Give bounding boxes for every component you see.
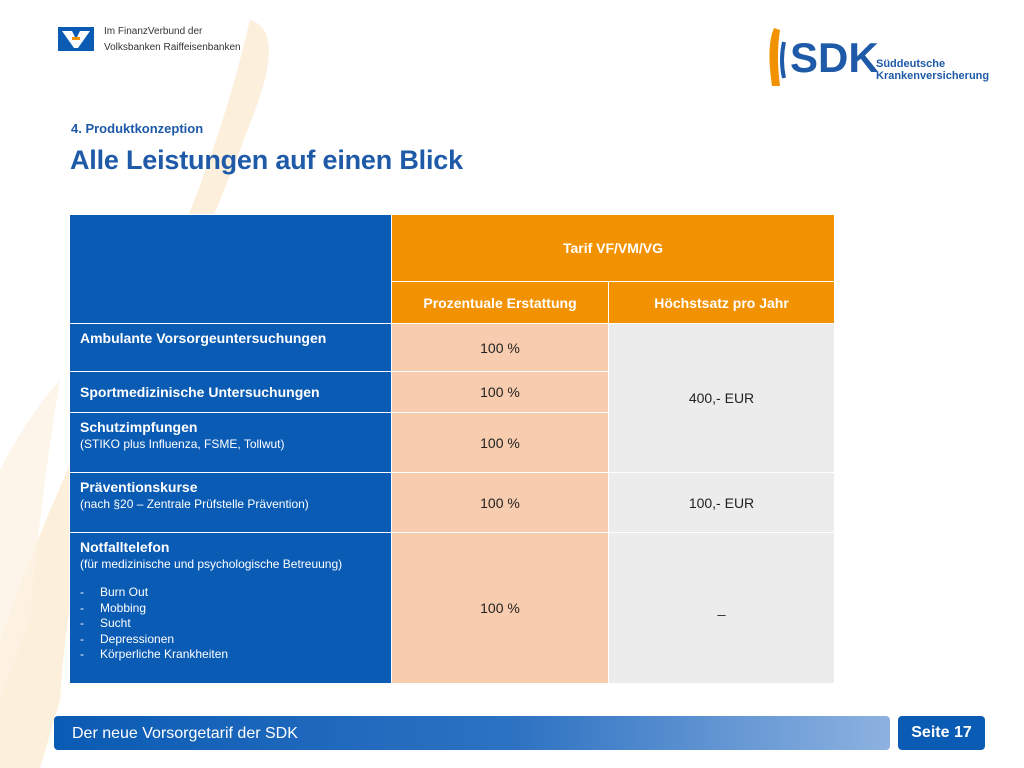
row-max-notfall: _ [608,532,835,684]
row-percent-praevention: 100 % [391,472,609,533]
row-max-praevention: 100,- EUR [608,472,835,533]
row-label-impfung: Schutzimpfungen (STIKO plus Influenza, F… [69,412,392,473]
section-label: 4. Produktkonzeption [71,121,204,136]
table-corner-cell [69,214,392,324]
row-label-text: Präventionskurse [80,479,198,495]
row-label-sport: Sportmedizinische Untersuchungen [69,371,392,413]
shared-max-cell: 400,- EUR [608,323,835,473]
volksbank-logo-icon [58,27,94,51]
row-percent-notfall: 100 % [391,532,609,684]
row-percent-impfung: 100 % [391,412,609,473]
vb-tagline-line1: Im FinanzVerbund der [104,26,203,37]
list-item: Körperliche Krankheiten [80,647,381,663]
table-row: Ambulante Vorsorgeuntersuchungen 100 % 4… [69,323,835,473]
vb-tagline: Im FinanzVerbund der Volksbanken Raiffei… [104,24,241,56]
list-item: Mobbing [80,601,381,617]
sdk-subtitle: Süddeutsche Krankenversicherung [876,58,989,82]
footer-text: Der neue Vorsorgetarif der SDK [72,725,298,742]
sdk-logo-icon: SDK [769,28,879,86]
list-item: Depressionen [80,632,381,648]
row-label-text: Sportmedizinische Untersuchungen [80,384,320,400]
row-label-notfall: Notfalltelefon (für medizinische und psy… [69,532,392,684]
list-item: Sucht [80,616,381,632]
table-row: Präventionskurse (nach §20 – Zentrale Pr… [69,472,835,533]
col-header-max: Höchstsatz pro Jahr [608,281,835,324]
benefits-table: Tarif VF/VM/VG Prozentuale Erstattung Hö… [69,214,835,684]
footer-bar [54,716,890,750]
sdk-logo-text: SDK [790,34,879,81]
table-row: Sportmedizinische Untersuchungen 100 % [69,371,835,413]
row-percent-ambulant: 100 % [391,323,609,372]
row-label-ambulant: Ambulante Vorsorgeuntersuchungen [69,323,392,372]
vb-tagline-line2: Volksbanken Raiffeisenbanken [104,42,241,53]
row-label-text: Schutzimpfungen [80,419,198,435]
row-sublabel: (für medizinische und psychologische Bet… [80,557,343,571]
page-number-badge: Seite 17 [898,716,985,750]
sdk-subtitle-line2: Krankenversicherung [876,70,990,82]
col-header-percent: Prozentuale Erstattung [391,281,609,324]
tarif-header: Tarif VF/VM/VG [391,214,835,282]
row-label-text: Notfalltelefon [80,539,170,555]
sdk-subtitle-line1: Süddeutsche [876,58,946,70]
page-title: Alle Leistungen auf einen Blick [70,145,463,175]
row-sublabel: (STIKO plus Influenza, FSME, Tollwut) [80,437,285,451]
row-percent-sport: 100 % [391,371,609,413]
row-sublabel: (nach §20 – Zentrale Prüfstelle Präventi… [80,497,309,511]
row-label-text: Ambulante Vorsorgeuntersuchungen [80,330,327,346]
table-row: Notfalltelefon (für medizinische und psy… [69,532,835,684]
notfall-list: Burn Out Mobbing Sucht Depressionen Körp… [80,585,381,663]
table-row: Schutzimpfungen (STIKO plus Influenza, F… [69,412,835,473]
row-label-praevention: Präventionskurse (nach §20 – Zentrale Pr… [69,472,392,533]
list-item: Burn Out [80,585,381,601]
